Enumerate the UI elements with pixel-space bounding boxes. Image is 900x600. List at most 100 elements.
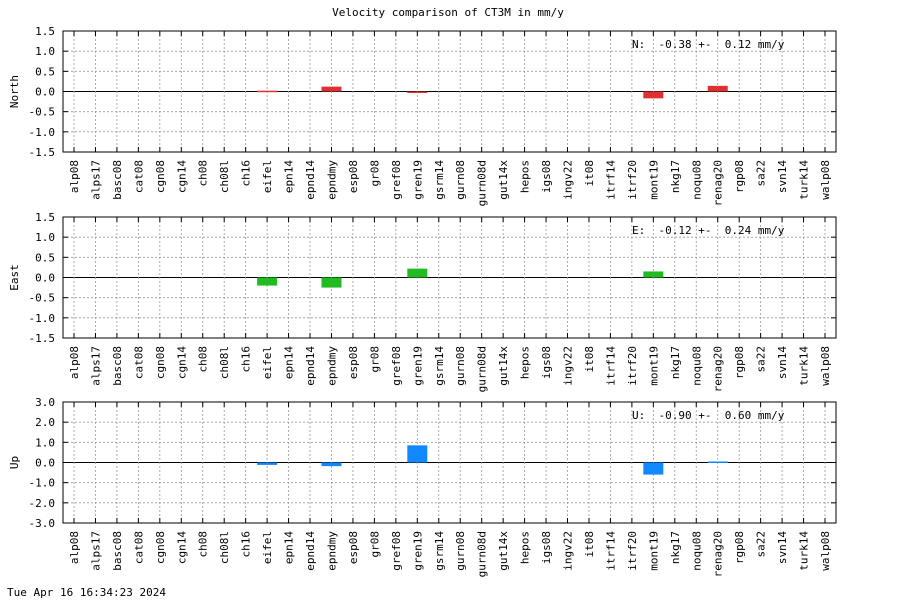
x-tick-label: ch16	[240, 346, 253, 373]
x-tick-label: gurn08d	[476, 160, 489, 206]
x-tick-label: mont19	[647, 160, 660, 200]
bar-eifel	[257, 277, 278, 286]
x-tick-label: gut14x	[497, 346, 510, 386]
x-tick-label: hepos	[519, 346, 532, 379]
x-tick-label: gref08	[390, 531, 403, 571]
y-tick-label: 0.0	[35, 272, 55, 285]
x-tick-label: itrf20	[626, 160, 639, 200]
y-tick-label: 0.5	[35, 251, 55, 264]
x-tick-label: walp08	[819, 346, 832, 386]
stats-annotation: N: -0.38 +- 0.12 mm/y	[632, 38, 785, 51]
bar-mont19	[643, 462, 664, 475]
x-tick-label: renag20	[712, 160, 725, 206]
y-tick-label: 0.5	[35, 65, 55, 78]
y-tick-label: -1.0	[29, 477, 56, 490]
bar-epndmy	[321, 86, 342, 92]
x-tick-label: gurn08d	[476, 346, 489, 392]
bar-renag20	[707, 461, 728, 463]
y-tick-label: -3.0	[29, 517, 56, 530]
x-tick-label: itrf20	[626, 346, 639, 386]
x-tick-label: eifel	[261, 346, 274, 379]
y-tick-label: 1.5	[35, 25, 55, 38]
x-tick-label: ingv22	[562, 160, 575, 200]
bar-epndmy	[321, 462, 342, 467]
footer-timestamp: Tue Apr 16 16:34:23 2024	[7, 586, 166, 599]
x-tick-label: rgp08	[733, 160, 746, 193]
x-tick-label: svn14	[776, 531, 789, 564]
x-tick-label: turk14	[798, 531, 811, 571]
x-tick-label: noqu08	[690, 531, 703, 571]
x-tick-label: gut14x	[497, 160, 510, 200]
x-tick-label: gren19	[411, 160, 424, 200]
x-tick-label: esp08	[347, 160, 360, 193]
x-tick-label: sa22	[755, 160, 768, 187]
x-tick-label: ch08	[197, 160, 210, 187]
y-tick-label: 1.0	[35, 436, 55, 449]
x-tick-label: nkg17	[669, 531, 682, 564]
x-tick-label: epndmy	[325, 346, 338, 386]
y-tick-label: 0.0	[35, 457, 55, 470]
x-tick-label: sa22	[755, 346, 768, 373]
bar-eifel	[257, 462, 278, 465]
x-tick-label: basc08	[111, 531, 124, 571]
x-tick-label: renag20	[712, 346, 725, 392]
y-tick-label: 3.0	[35, 396, 55, 409]
bar-gren19	[407, 445, 428, 463]
x-tick-label: sa22	[755, 531, 768, 558]
x-tick-label: ch08l	[218, 531, 231, 564]
x-tick-label: rgp08	[733, 531, 746, 564]
x-tick-label: svn14	[776, 346, 789, 379]
y-tick-label: 1.5	[35, 211, 55, 224]
x-tick-label: epnd14	[304, 346, 317, 386]
x-tick-label: gurn08	[454, 531, 467, 571]
y-tick-label: -0.5	[29, 106, 56, 119]
x-tick-label: cgn08	[154, 531, 167, 564]
x-tick-label: cgn14	[175, 531, 188, 564]
y-axis-label: Up	[8, 456, 21, 469]
x-tick-label: epndmy	[325, 531, 338, 571]
up-panel: 3.0 2.0 1.0 0.0 -1.0 -2.0 -3.0 alp08 alps17 basc0…	[8, 396, 837, 577]
x-tick-label: itrf14	[604, 531, 617, 571]
x-tick-label: ingv22	[562, 346, 575, 386]
x-tick-label: mont19	[647, 531, 660, 571]
x-tick-label: ingv22	[562, 531, 575, 571]
bar-gren19	[407, 91, 428, 93]
x-tick-label: cat08	[132, 346, 145, 379]
x-tick-label: alps17	[89, 160, 102, 200]
x-tick-label: rgp08	[733, 346, 746, 379]
x-tick-label: it08	[583, 160, 596, 187]
x-tick-label: cgn14	[175, 346, 188, 379]
x-tick-label: gref08	[390, 160, 403, 200]
x-tick-label: gsrm14	[433, 531, 446, 571]
x-tick-label: it08	[583, 346, 596, 373]
y-tick-label: 1.0	[35, 231, 55, 244]
x-tick-label: gref08	[390, 346, 403, 386]
x-tick-label: ch16	[240, 531, 253, 558]
y-tick-label: -1.0	[29, 126, 56, 139]
north-panel: 1.5 1.0 0.5 0.0 -0.5 -1.0 -1.5 alp08 alps17 basc0…	[8, 25, 837, 206]
bar-mont19	[643, 91, 664, 99]
x-tick-label: epnd14	[304, 531, 317, 571]
x-tick-label: ch08l	[218, 160, 231, 193]
x-tick-label: gr08	[368, 531, 381, 558]
x-tick-label: mont19	[647, 346, 660, 386]
x-tick-label: cgn14	[175, 160, 188, 193]
x-tick-label: epndmy	[325, 160, 338, 200]
x-tick-label: igs08	[540, 346, 553, 379]
x-tick-label: alps17	[89, 346, 102, 386]
x-tick-label: alps17	[89, 531, 102, 571]
x-tick-label: svn14	[776, 160, 789, 193]
x-tick-label: basc08	[111, 160, 124, 200]
stats-annotation: U: -0.90 +- 0.60 mm/y	[632, 409, 785, 422]
x-tick-label: eifel	[261, 531, 274, 564]
bar-gren19	[407, 268, 428, 278]
x-tick-label: epn14	[283, 346, 296, 379]
bar-mont19	[643, 271, 664, 278]
x-tick-label: turk14	[798, 160, 811, 200]
x-tick-label: ch16	[240, 160, 253, 187]
x-tick-label: gr08	[368, 160, 381, 187]
x-tick-label: cgn08	[154, 160, 167, 193]
y-tick-label: 2.0	[35, 416, 55, 429]
x-tick-label: hepos	[519, 160, 532, 193]
